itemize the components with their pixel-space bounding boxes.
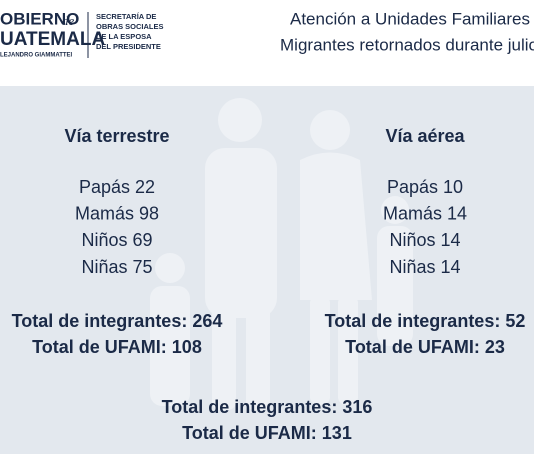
logo-text: LEJANDRO GIAMMATTEI (0, 53, 73, 59)
grand-total: Total de UFAMI: 131 (182, 423, 352, 443)
title: Atención a Unidades Familiares (290, 9, 530, 28)
count-item: Papás 22 (79, 177, 155, 197)
grand-total: Total de integrantes: 316 (162, 397, 373, 417)
secretaria-text: DEL PRESIDENTE (96, 42, 161, 51)
count-item: Mamás 98 (75, 203, 159, 223)
section-total: Total de integrantes: 264 (12, 311, 223, 331)
count-item: Papás 10 (387, 177, 463, 197)
count-item: Niños 14 (389, 230, 460, 250)
section-heading: Vía aérea (385, 126, 465, 146)
family-silhouette (150, 98, 413, 410)
logo-text: OBIERNO (0, 9, 79, 28)
secretaria-text: OBRAS SOCIALES (96, 22, 164, 31)
secretaria-text: DE LA ESPOSA (96, 32, 152, 41)
secretaria-text: SECRETARÍA DE (96, 12, 156, 21)
section-heading: Vía terrestre (64, 126, 169, 146)
header-bg (0, 0, 534, 86)
logo-text: de (62, 13, 75, 28)
section-total: Total de integrantes: 52 (325, 311, 526, 331)
logo-text: UATEMALA (0, 29, 105, 50)
section-total: Total de UFAMI: 108 (32, 337, 202, 357)
count-item: Niñas 14 (389, 257, 460, 277)
count-item: Niñas 75 (81, 257, 152, 277)
count-item: Mamás 14 (383, 203, 467, 223)
title: Migrantes retornados durante julio (280, 35, 534, 54)
count-item: Niños 69 (81, 230, 152, 250)
section-total: Total de UFAMI: 23 (345, 337, 505, 357)
